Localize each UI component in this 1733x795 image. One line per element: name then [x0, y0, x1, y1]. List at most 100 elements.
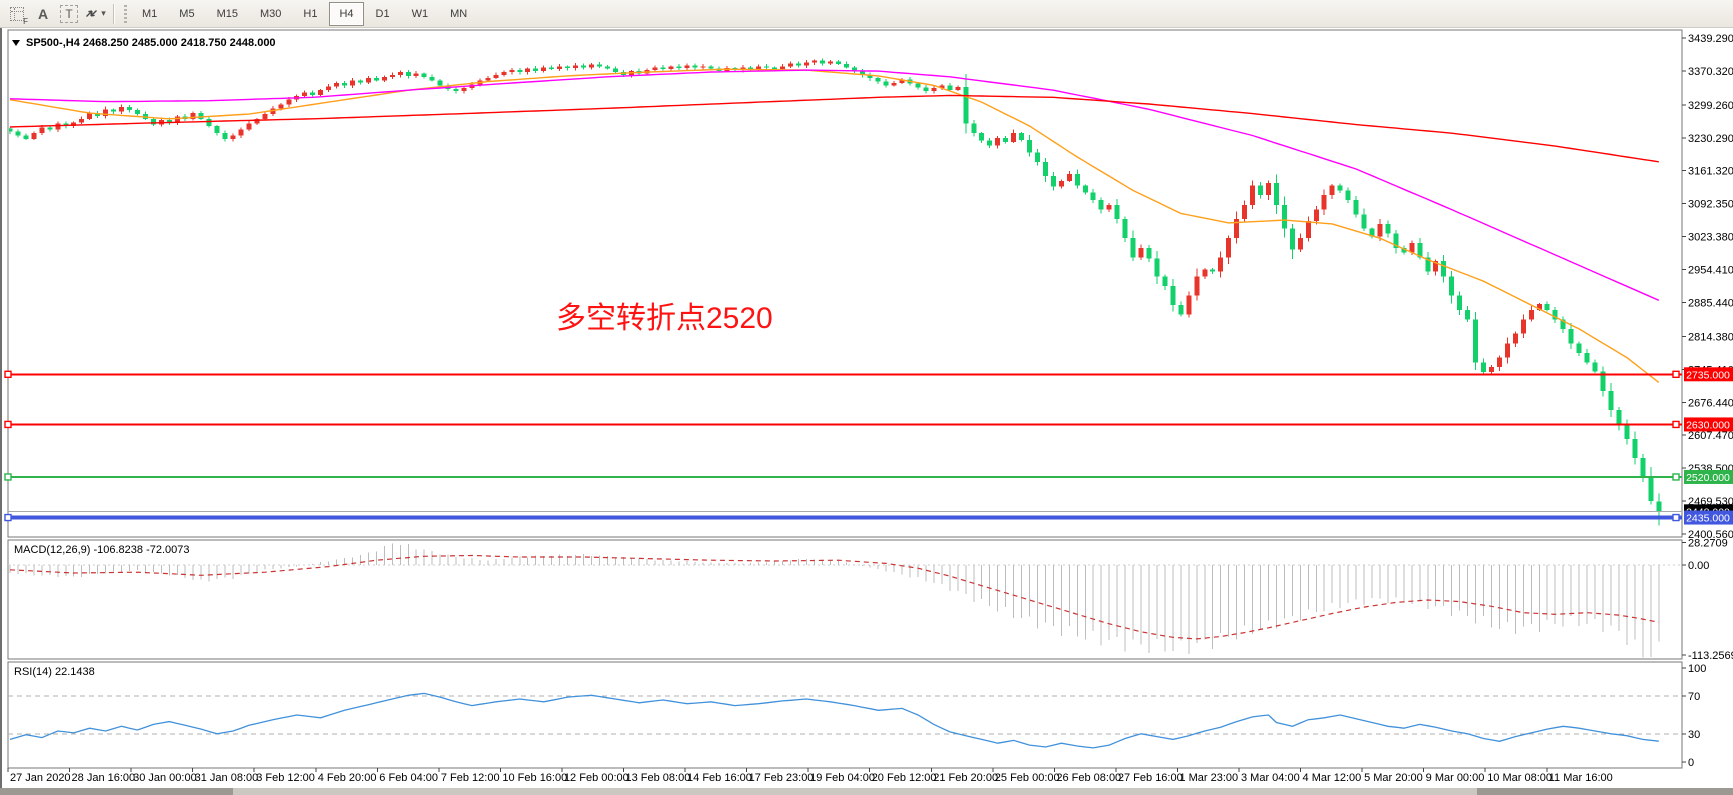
svg-text:-113.2569: -113.2569 — [1688, 650, 1733, 662]
svg-text:7 Feb 12:00: 7 Feb 12:00 — [441, 772, 500, 784]
hline-2435.000[interactable] — [4, 513, 1682, 522]
macd-panel — [7, 539, 1683, 660]
svg-text:3370.320: 3370.320 — [1688, 66, 1733, 78]
svg-text:3161.320: 3161.320 — [1688, 166, 1733, 178]
svg-text:20 Feb 12:00: 20 Feb 12:00 — [872, 772, 937, 784]
moving-average-red — [9, 94, 1659, 163]
svg-text:13 Feb 08:00: 13 Feb 08:00 — [626, 772, 691, 784]
timeframe-button-h4[interactable]: H4 — [329, 1, 364, 26]
hline-handle[interactable] — [1672, 513, 1680, 522]
chart-title: SP500-,H4 2468.250 2485.000 2418.750 244… — [26, 37, 276, 49]
svg-text:11 Mar 16:00: 11 Mar 16:00 — [1549, 772, 1613, 784]
svg-text:27 Feb 16:00: 27 Feb 16:00 — [1118, 772, 1183, 784]
symbol-dropdown-icon[interactable] — [12, 40, 20, 46]
price-axis[interactable]: 3439.290 3370.320 3299.260 3230.290 3161.320… — [1682, 33, 1733, 769]
svg-text:17 Feb 23:00: 17 Feb 23:00 — [749, 772, 814, 784]
chart-canvas[interactable]: 3439.290 3370.320 3299.260 3230.290 3161.320… — [0, 28, 1733, 795]
svg-text:1 Mar 23:00: 1 Mar 23:00 — [1179, 772, 1238, 784]
svg-text:14 Feb 16:00: 14 Feb 16:00 — [687, 772, 752, 784]
horizontal-scrollbar-thumb[interactable] — [233, 788, 1477, 795]
svg-text:0.00: 0.00 — [1688, 560, 1709, 572]
moving-average-orange — [9, 68, 1660, 383]
svg-text:3299.260: 3299.260 — [1688, 100, 1733, 112]
top-toolbar: F A T ▾ M1 M5 M15 M30 H1 H4 D1 W1 MN — [0, 0, 1733, 28]
hline-2520.000[interactable] — [4, 473, 1682, 481]
chart-annotation-text[interactable]: 多空转折点2520 — [556, 302, 773, 335]
svg-text:2676.440: 2676.440 — [1688, 397, 1733, 409]
svg-text:10 Feb 16:00: 10 Feb 16:00 — [502, 772, 567, 784]
svg-text:2954.410: 2954.410 — [1688, 265, 1733, 277]
rsi-line — [9, 692, 1659, 749]
svg-text:10 Mar 08:00: 10 Mar 08:00 — [1487, 772, 1552, 784]
svg-text:9 Mar 00:00: 9 Mar 00:00 — [1426, 772, 1485, 784]
hline-2630.000[interactable] — [4, 420, 1682, 429]
price-tag-2520.000: 2520.000 — [1684, 469, 1733, 484]
svg-text:0: 0 — [1688, 757, 1694, 769]
timeframe-button-w1[interactable]: W1 — [411, 7, 429, 20]
timeframe-button-m1[interactable]: M1 — [142, 7, 158, 20]
timeframe-button-m15[interactable]: M15 — [216, 7, 238, 20]
moving-average-magenta — [9, 69, 1660, 301]
svg-text:28.2709: 28.2709 — [1688, 538, 1728, 550]
hline-handle[interactable] — [4, 473, 12, 481]
macd-label: MACD(12,26,9) -106.8238 -72.0073 — [14, 544, 190, 556]
timeframe-button-m30[interactable]: M30 — [259, 7, 282, 20]
hline-handle[interactable] — [1672, 370, 1680, 379]
svg-text:12 Feb 00:00: 12 Feb 00:00 — [564, 772, 629, 784]
rsi-label: RSI(14) 22.1438 — [14, 666, 95, 678]
svg-text:3023.380: 3023.380 — [1688, 232, 1733, 244]
svg-text:3439.290: 3439.290 — [1688, 33, 1733, 45]
svg-text:2630.000: 2630.000 — [1686, 419, 1730, 431]
hline-handle[interactable] — [1672, 473, 1680, 481]
candlestick-series — [9, 58, 1662, 526]
hline-handle[interactable] — [4, 513, 12, 522]
text-label-tool-button[interactable]: A — [37, 5, 49, 22]
hline-handle[interactable] — [1672, 420, 1680, 429]
hline-handle[interactable] — [4, 420, 12, 429]
svg-text:30 Jan 00:00: 30 Jan 00:00 — [133, 772, 197, 784]
price-tag-2435.000: 2435.000 — [1684, 510, 1733, 525]
rsi-indicator — [8, 692, 1682, 749]
chart-window: 3439.290 3370.320 3299.260 3230.290 3161.320… — [0, 28, 1733, 795]
svg-text:3 Feb 12:00: 3 Feb 12:00 — [256, 772, 315, 784]
svg-text:6 Feb 04:00: 6 Feb 04:00 — [379, 772, 438, 784]
svg-text:4 Mar 12:00: 4 Mar 12:00 — [1303, 772, 1362, 784]
grid-tool-button[interactable]: F — [5, 3, 29, 26]
timeframe-button-mn[interactable]: MN — [450, 7, 468, 20]
text-box-icon: T — [60, 4, 78, 23]
cursor-arrows-icon — [86, 10, 98, 17]
svg-text:30: 30 — [1688, 729, 1700, 741]
macd-indicator — [8, 543, 1682, 658]
macd-signal-line — [9, 554, 1659, 640]
toolbar-drag-handle[interactable] — [124, 4, 127, 23]
text-box-tool-button[interactable]: T — [57, 3, 81, 25]
svg-text:3230.290: 3230.290 — [1688, 133, 1733, 145]
timeframe-button-d1[interactable]: D1 — [375, 7, 390, 20]
macd-histogram — [9, 543, 1660, 658]
hline-2735.000[interactable] — [4, 370, 1682, 379]
svg-text:31 Jan 08:00: 31 Jan 08:00 — [195, 772, 259, 784]
timeframe-button-h1[interactable]: H1 — [303, 7, 318, 20]
svg-text:2435.000: 2435.000 — [1686, 513, 1730, 525]
rsi-panel — [7, 661, 1683, 769]
svg-text:2735.000: 2735.000 — [1686, 369, 1730, 381]
hline-handle[interactable] — [4, 370, 12, 379]
timeframe-button-m5[interactable]: M5 — [179, 7, 195, 20]
main-chart-panel[interactable] — [7, 29, 1683, 538]
svg-text:2814.380: 2814.380 — [1688, 331, 1733, 343]
svg-text:3 Mar 04:00: 3 Mar 04:00 — [1241, 772, 1300, 784]
arrow-objects-button[interactable]: ▾ — [83, 3, 107, 25]
svg-text:100: 100 — [1688, 663, 1706, 675]
grid-icon — [10, 6, 24, 21]
price-tag-2735.000: 2735.000 — [1684, 367, 1733, 382]
svg-text:3092.350: 3092.350 — [1688, 199, 1733, 211]
svg-text:2885.440: 2885.440 — [1688, 297, 1733, 309]
svg-text:25 Feb 00:00: 25 Feb 00:00 — [995, 772, 1060, 784]
grid-f-label: F — [23, 16, 28, 26]
svg-text:2520.000: 2520.000 — [1686, 472, 1730, 484]
svg-text:19 Feb 04:00: 19 Feb 04:00 — [810, 772, 875, 784]
price-tag-2630.000: 2630.000 — [1684, 417, 1733, 432]
svg-text:21 Feb 20:00: 21 Feb 20:00 — [933, 772, 998, 784]
svg-text:26 Feb 08:00: 26 Feb 08:00 — [1056, 772, 1121, 784]
